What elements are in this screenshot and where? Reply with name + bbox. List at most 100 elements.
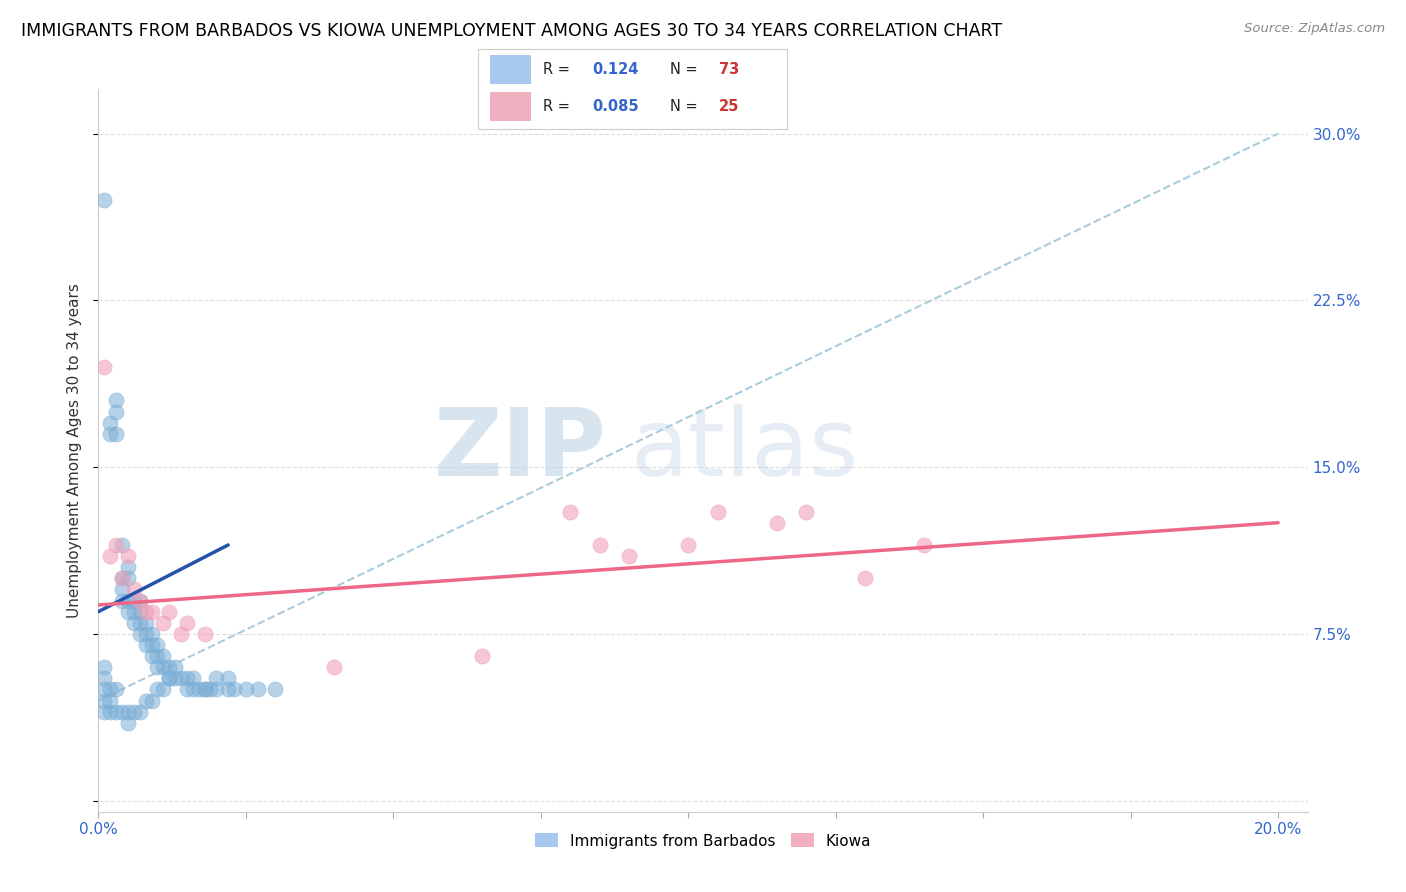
Point (200, 682, 222, 697)
Text: 0.085: 0.085 (592, 99, 640, 114)
Point (706, 505, 728, 519)
Point (93, 682, 115, 697)
Point (217, 682, 239, 697)
Point (853, 571, 876, 585)
Text: IMMIGRANTS FROM BARBADOS VS KIOWA UNEMPLOYMENT AMONG AGES 30 TO 34 YEARS CORRELA: IMMIGRANTS FROM BARBADOS VS KIOWA UNEMPL… (21, 22, 1002, 40)
Point (205, 682, 228, 697)
Point (165, 671, 187, 685)
Point (794, 505, 817, 519)
Point (235, 682, 257, 697)
Point (170, 671, 193, 685)
Point (589, 538, 612, 552)
Point (135, 605, 157, 619)
Point (135, 638, 157, 652)
Point (471, 649, 494, 664)
Legend: Immigrants from Barbados, Kiowa: Immigrants from Barbados, Kiowa (529, 828, 877, 855)
Point (217, 671, 239, 685)
Point (194, 627, 217, 641)
Point (141, 627, 163, 641)
Point (141, 649, 163, 664)
Point (117, 605, 139, 619)
Point (111, 571, 134, 585)
Point (105, 426, 128, 441)
Point (264, 682, 287, 697)
Text: ZIP: ZIP (433, 404, 606, 497)
Point (157, 671, 180, 685)
Text: 0.124: 0.124 (592, 62, 638, 78)
Point (128, 605, 150, 619)
Point (165, 660, 187, 674)
Point (323, 660, 346, 674)
Point (152, 682, 174, 697)
Point (157, 605, 180, 619)
Point (187, 682, 209, 697)
Point (128, 615, 150, 630)
Point (128, 593, 150, 607)
Point (117, 549, 139, 563)
Point (117, 593, 139, 607)
Point (246, 682, 269, 697)
Point (98, 426, 121, 441)
Point (128, 705, 150, 719)
Point (152, 649, 174, 664)
Point (117, 715, 139, 730)
Point (117, 705, 139, 719)
Point (111, 538, 134, 552)
Point (128, 627, 150, 641)
Point (111, 593, 134, 607)
Point (152, 615, 174, 630)
Point (141, 693, 163, 707)
Point (117, 560, 139, 574)
Point (135, 615, 157, 630)
Point (105, 705, 128, 719)
Point (146, 649, 169, 664)
Point (98, 549, 121, 563)
Text: N =: N = (669, 99, 702, 114)
Point (93, 693, 115, 707)
Point (111, 571, 134, 585)
Text: 25: 25 (720, 99, 740, 114)
Point (98, 693, 121, 707)
Point (157, 671, 180, 685)
Point (98, 682, 121, 697)
Point (152, 660, 174, 674)
Point (678, 538, 700, 552)
Point (157, 660, 180, 674)
Point (146, 638, 169, 652)
Point (93, 360, 115, 375)
Point (135, 627, 157, 641)
Point (176, 671, 198, 685)
Point (176, 682, 198, 697)
Point (176, 615, 198, 630)
Y-axis label: Unemployment Among Ages 30 to 34 years: Unemployment Among Ages 30 to 34 years (67, 283, 83, 618)
Point (122, 705, 145, 719)
Point (146, 682, 169, 697)
Point (141, 638, 163, 652)
Text: atlas: atlas (630, 404, 859, 497)
Text: R =: R = (543, 62, 575, 78)
Point (205, 671, 228, 685)
Point (111, 705, 134, 719)
Point (912, 538, 935, 552)
Point (619, 549, 641, 563)
Point (117, 571, 139, 585)
Point (194, 682, 217, 697)
Point (122, 615, 145, 630)
Point (111, 582, 134, 597)
Point (105, 393, 128, 408)
Point (146, 660, 169, 674)
Point (765, 516, 787, 530)
Point (93, 194, 115, 208)
Point (98, 705, 121, 719)
Point (170, 627, 193, 641)
Point (181, 671, 204, 685)
Point (222, 682, 245, 697)
Point (181, 682, 204, 697)
Point (135, 693, 157, 707)
Point (128, 593, 150, 607)
Point (98, 416, 121, 430)
Text: N =: N = (669, 62, 702, 78)
Point (122, 593, 145, 607)
Point (122, 582, 145, 597)
FancyBboxPatch shape (491, 55, 530, 85)
